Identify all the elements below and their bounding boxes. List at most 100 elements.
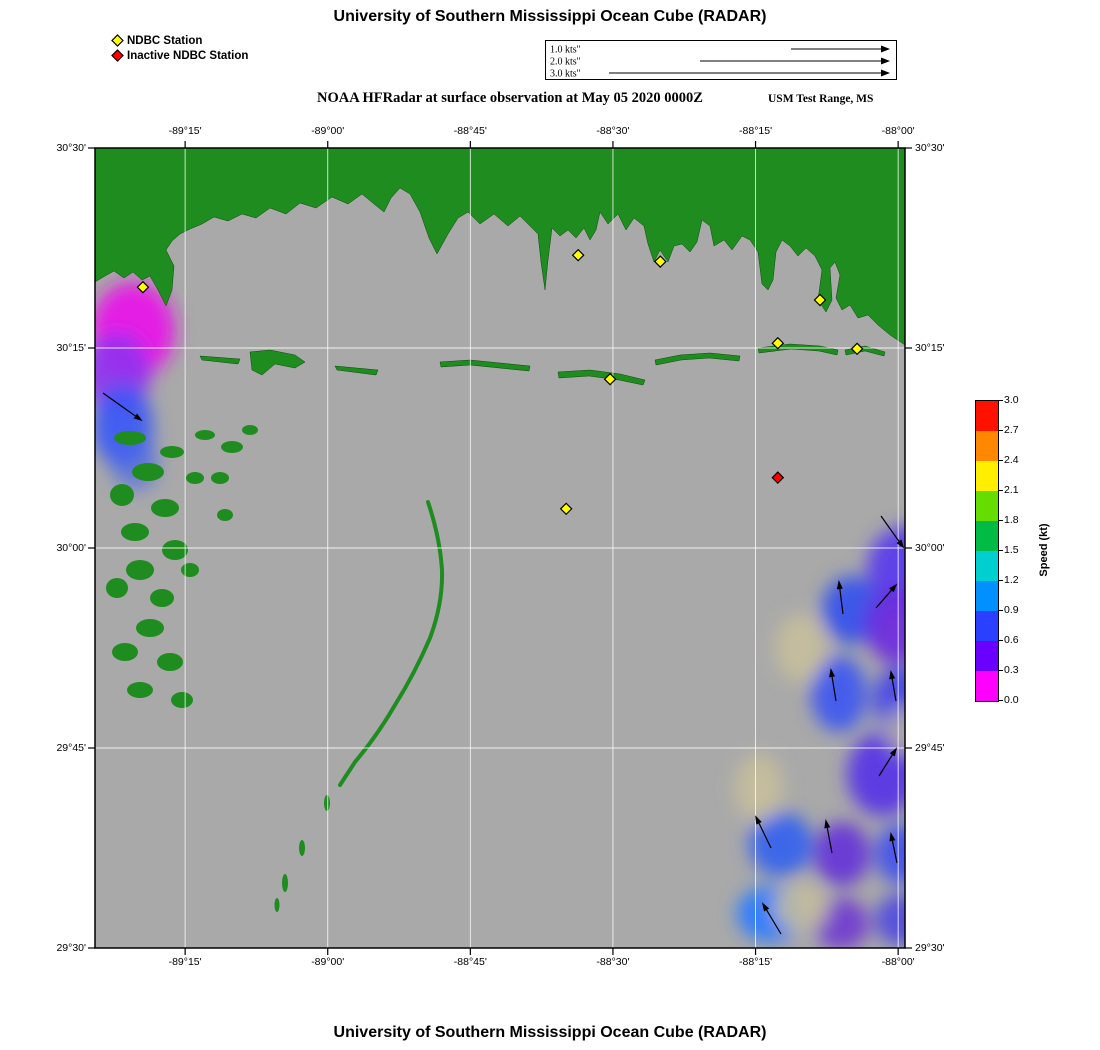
land-layer bbox=[95, 148, 905, 912]
scale-row-label: 3.0 kts'' bbox=[550, 69, 580, 80]
ndbc-station-marker bbox=[136, 280, 150, 294]
colorbar-tick-label: 0.6 bbox=[1004, 633, 1019, 646]
speed-blob bbox=[773, 884, 829, 932]
current-vector-line bbox=[880, 515, 902, 545]
x-tick-label-top: -88°30' bbox=[596, 125, 630, 137]
y-tick-label-left: 30°15' bbox=[56, 341, 86, 354]
legend-item-ndbc-station: NDBC Station bbox=[111, 33, 248, 48]
colorbar-segment bbox=[976, 521, 998, 551]
speed-blob bbox=[814, 822, 870, 886]
y-tick-label-left: 29°45' bbox=[56, 741, 86, 754]
vector-scale-arrows: 1.0 kts''2.0 kts''3.0 kts'' bbox=[550, 45, 890, 80]
scale-arrowhead bbox=[881, 69, 890, 77]
colorbar-segment bbox=[976, 431, 998, 461]
legend: NDBC Station Inactive NDBC Station bbox=[111, 33, 248, 63]
ndbc-station-marker bbox=[603, 372, 617, 386]
y-tick-label-right: 29°30' bbox=[915, 941, 945, 954]
current-vector-line bbox=[757, 820, 772, 849]
y-tick-label-right: 30°15' bbox=[915, 341, 945, 354]
ndbc-station-marker bbox=[850, 342, 864, 356]
ndbc-station-marker bbox=[559, 502, 573, 516]
barrier-island bbox=[249, 349, 306, 376]
current-vector-arrowhead bbox=[133, 413, 143, 422]
colorbar-segment bbox=[976, 641, 998, 671]
mainland-coast bbox=[95, 148, 905, 346]
colorbar-tick-label: 0.0 bbox=[1004, 693, 1019, 706]
colorbar-tick-label: 1.2 bbox=[1004, 573, 1019, 586]
colorbar-tick bbox=[998, 610, 1003, 611]
colorbar-tick bbox=[998, 670, 1003, 671]
colorbar-tick bbox=[998, 580, 1003, 581]
island-arc bbox=[338, 500, 445, 787]
current-vector-line bbox=[875, 587, 894, 609]
current-vector-line bbox=[891, 837, 898, 864]
ndbc-station-marker bbox=[653, 255, 667, 268]
speed-blob bbox=[735, 754, 783, 822]
current-vector-arrowhead bbox=[889, 583, 898, 593]
current-vector-arrowhead bbox=[836, 580, 843, 590]
colorbar-segment bbox=[976, 491, 998, 521]
current-vector-arrowhead bbox=[889, 747, 898, 757]
colorbar-segment bbox=[976, 671, 998, 701]
frame-ticks bbox=[88, 141, 912, 955]
y-tick-label-right: 30°30' bbox=[915, 141, 945, 154]
ndbc-station-marker bbox=[813, 293, 827, 307]
x-tick-label-top: -88°15' bbox=[739, 125, 773, 137]
current-vector-line bbox=[838, 585, 844, 615]
scale-row-label: 2.0 kts'' bbox=[550, 57, 580, 68]
current-vector-line bbox=[831, 673, 837, 702]
x-tick-label-bottom: -88°30' bbox=[596, 956, 630, 968]
colorbar-title: Speed (kt) bbox=[1038, 523, 1050, 577]
current-vector-line bbox=[878, 752, 895, 777]
x-tick-label-bottom: -88°00' bbox=[881, 956, 915, 968]
speed-blob bbox=[875, 824, 905, 884]
y-tick-label-right: 29°45' bbox=[915, 741, 945, 754]
colorbar bbox=[975, 400, 999, 702]
inactive-ndbc-station-marker bbox=[771, 471, 785, 484]
colorbar-tick-label: 0.3 bbox=[1004, 663, 1019, 676]
colorbar-segment bbox=[976, 611, 998, 641]
speed-blob bbox=[811, 656, 867, 732]
x-tick-label-bottom: -89°00' bbox=[311, 956, 345, 968]
speed-blob bbox=[885, 706, 905, 754]
speed-blob bbox=[875, 894, 905, 946]
station-and-vector-overlays bbox=[102, 248, 905, 935]
speed-blob bbox=[865, 588, 905, 664]
scale-arrowhead bbox=[881, 45, 890, 53]
x-tick-label-top: -88°45' bbox=[453, 125, 487, 137]
barrier-island bbox=[334, 365, 379, 376]
colorbar-tick bbox=[998, 550, 1003, 551]
colorbar-segment bbox=[976, 401, 998, 431]
y-tick-label-right: 30°00' bbox=[915, 541, 945, 554]
colorbar-tick-label: 1.8 bbox=[1004, 513, 1019, 526]
map-canvas bbox=[88, 141, 912, 955]
y-tick-label-left: 30°30' bbox=[56, 141, 86, 154]
y-tick-label-left: 30°00' bbox=[56, 541, 86, 554]
map-subtitle: NOAA HFRadar at surface observation at M… bbox=[317, 90, 703, 106]
barrier-island bbox=[199, 355, 241, 365]
colorbar-segment bbox=[976, 551, 998, 581]
barrier-island bbox=[439, 359, 531, 372]
colorbar-tick bbox=[998, 640, 1003, 641]
current-vector-line bbox=[102, 392, 139, 419]
x-tick-label-top: -89°15' bbox=[168, 125, 202, 137]
colorbar-tick bbox=[998, 520, 1003, 521]
colorbar-tick-label: 3.0 bbox=[1004, 393, 1019, 406]
ndbc-station-marker bbox=[771, 336, 785, 350]
current-vector-arrowhead bbox=[824, 819, 831, 829]
yellow-diamond-icon bbox=[111, 34, 124, 47]
colorbar-tick-label: 0.9 bbox=[1004, 603, 1019, 616]
current-vector-line bbox=[826, 824, 833, 854]
graticule-grid bbox=[95, 148, 905, 948]
current-vector-arrowhead bbox=[829, 668, 836, 678]
colorbar-tick-label: 2.7 bbox=[1004, 423, 1019, 436]
x-tick-label-bottom: -89°15' bbox=[168, 956, 202, 968]
legend-item-inactive-ndbc-station: Inactive NDBC Station bbox=[111, 48, 248, 63]
current-vector-arrowhead bbox=[889, 670, 896, 680]
ndbc-station-marker bbox=[571, 248, 585, 262]
ndbc-station-icon bbox=[111, 34, 124, 47]
page-title-bottom: University of Southern Mississippi Ocean… bbox=[333, 1024, 767, 1041]
x-tick-label-top: -89°00' bbox=[311, 125, 345, 137]
barrier-island bbox=[654, 352, 741, 366]
colorbar-tick bbox=[998, 490, 1003, 491]
